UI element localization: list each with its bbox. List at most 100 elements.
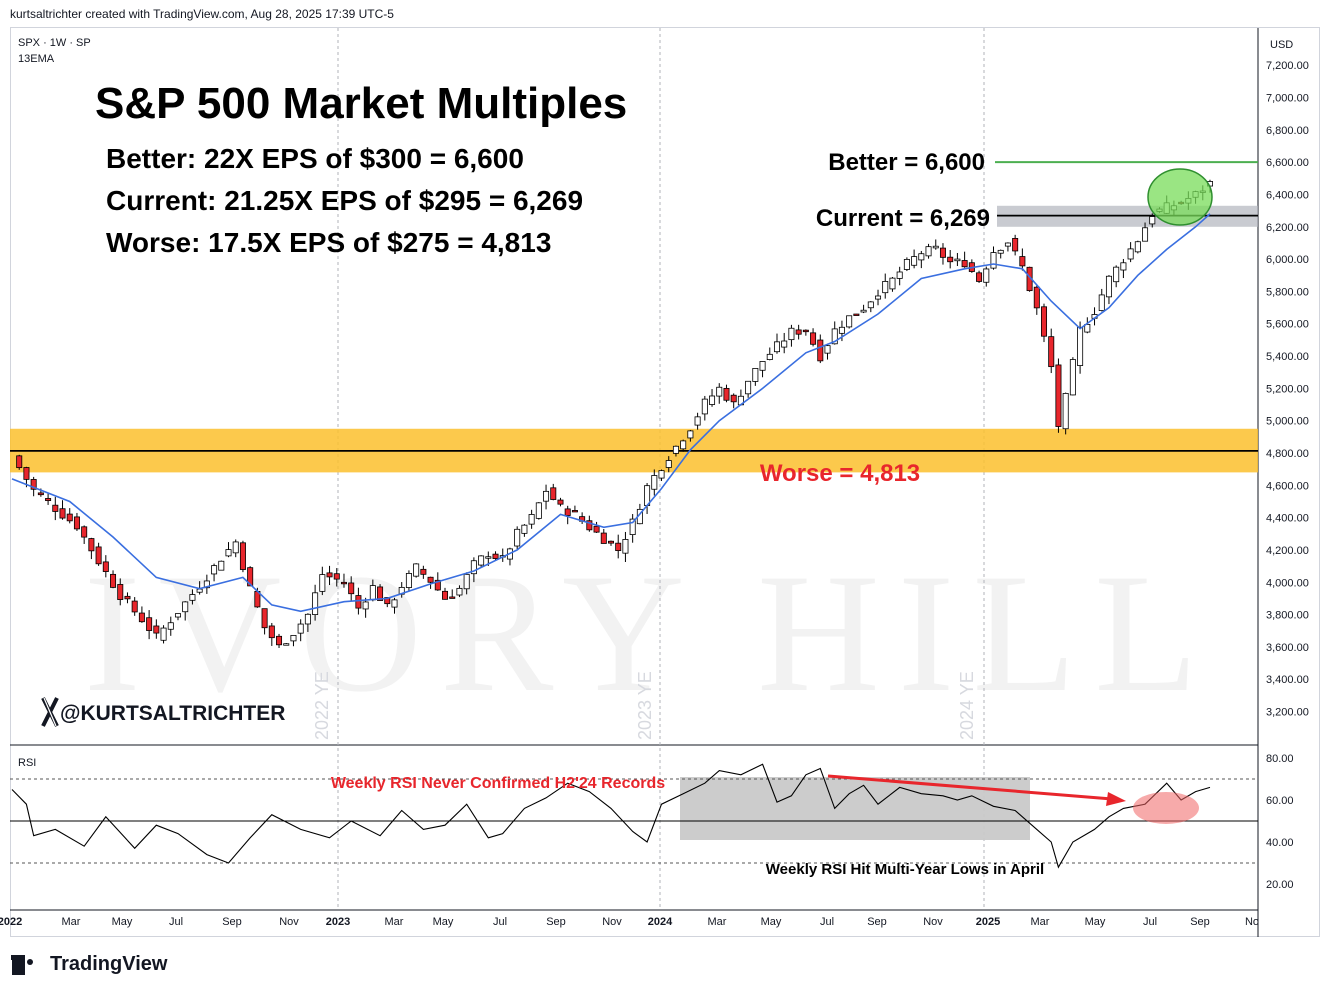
candle: [521, 524, 528, 537]
footer-brand: TradingView: [50, 953, 168, 975]
time-tick-label: 2024: [648, 916, 673, 928]
candle: [1012, 234, 1019, 256]
candle: [218, 560, 225, 571]
candle: [268, 622, 275, 646]
candle: [1062, 392, 1069, 435]
time-tick-label: Sep: [546, 916, 566, 928]
rsi-tick-label: 40.00: [1266, 837, 1294, 849]
candle: [687, 429, 694, 442]
candle: [875, 289, 882, 306]
candle: [680, 439, 687, 452]
x-logo-icon: [41, 697, 59, 727]
candle: [442, 587, 449, 600]
rsi-low-note: Weekly RSI Hit Multi-Year Lows in April: [766, 861, 1044, 878]
candle: [615, 534, 622, 559]
candle: [449, 589, 456, 599]
candle: [211, 563, 218, 582]
price-chart[interactable]: IVORY HILL S&P 500 Market Multiples Bett…: [0, 0, 1330, 940]
time-tick-label: 2022: [0, 916, 22, 928]
candle: [622, 531, 629, 563]
price-tick-label: 3,800.00: [1266, 610, 1309, 622]
candle: [470, 557, 477, 583]
candle: [59, 500, 66, 520]
year-end-2022: 2022 YE: [312, 671, 332, 740]
candle: [52, 496, 59, 521]
price-tick-label: 4,200.00: [1266, 545, 1309, 557]
candle: [889, 276, 896, 292]
candle: [557, 497, 564, 507]
candle: [413, 563, 420, 578]
candle: [752, 368, 759, 386]
candle: [824, 343, 831, 360]
candle: [362, 597, 369, 618]
indicator-line: 13EMA: [18, 53, 55, 65]
candle: [810, 328, 817, 347]
price-tick-label: 7,000.00: [1266, 93, 1309, 105]
candle: [463, 572, 470, 595]
candle: [81, 525, 88, 544]
candle: [290, 634, 297, 647]
candle: [427, 576, 434, 589]
candle: [658, 469, 665, 481]
candle: [146, 610, 153, 640]
candle: [564, 505, 571, 525]
rsi-pane-label: RSI: [18, 757, 36, 769]
candle: [939, 243, 946, 265]
candle: [1098, 288, 1105, 312]
social-handle: @KURTSALTRICHTER: [60, 702, 285, 725]
scenario-worse: Worse: 17.5X EPS of $275 = 4,813: [106, 227, 551, 258]
candle: [954, 252, 961, 267]
candle: [1127, 242, 1134, 263]
candle: [225, 542, 232, 558]
price-axis-ticks: 7,200.00 7,000.00 6,800.00 6,600.00 6,400.00…: [1266, 60, 1309, 718]
candle: [203, 574, 210, 594]
candle: [492, 551, 499, 560]
candle: [1120, 258, 1127, 279]
candle: [788, 324, 795, 347]
candle: [600, 528, 607, 544]
current-label: Current = 6,269: [816, 205, 990, 232]
candle: [1055, 358, 1062, 433]
candle: [745, 380, 752, 398]
candle: [651, 469, 658, 496]
time-tick-label: May: [112, 916, 133, 928]
year-end-2023: 2023 YE: [635, 671, 655, 740]
chart-header: kurtsaltrichter created with TradingView…: [10, 7, 394, 21]
candle: [73, 512, 80, 531]
candle: [694, 412, 701, 430]
candle: [297, 619, 304, 642]
candle: [1019, 248, 1026, 271]
price-tick-label: 4,600.00: [1266, 480, 1309, 492]
better-label: Better = 6,600: [828, 149, 985, 176]
rsi-levels: [10, 778, 1258, 864]
candle: [571, 505, 578, 513]
price-tick-label: 5,800.00: [1266, 286, 1309, 298]
candle: [795, 324, 802, 340]
price-tick-label: 6,600.00: [1266, 157, 1309, 169]
candle: [66, 508, 73, 524]
candle: [766, 347, 773, 361]
rsi-divergence-arrow: [827, 774, 1113, 801]
currency-label: USD: [1270, 39, 1293, 51]
candle: [716, 383, 723, 404]
scenario-current: Current: 21.25X EPS of $295 = 6,269: [106, 185, 583, 216]
time-tick-label: Jul: [169, 916, 183, 928]
candle: [608, 540, 615, 546]
candle: [1048, 328, 1055, 374]
candle: [846, 315, 853, 329]
tradingview-logo-icon: [11, 954, 44, 975]
candle: [153, 619, 160, 639]
candle: [117, 578, 124, 606]
candle: [550, 483, 557, 501]
candle: [514, 526, 521, 549]
candle: [124, 592, 131, 604]
candle: [1084, 317, 1091, 334]
time-tick-label: Jul: [493, 916, 507, 928]
arrow-head-icon: [1106, 792, 1126, 806]
price-tick-label: 5,200.00: [1266, 383, 1309, 395]
candle: [535, 502, 542, 520]
candle: [730, 393, 737, 409]
time-tick-label: 2025: [976, 916, 1000, 928]
candle: [319, 566, 326, 596]
candle: [340, 573, 347, 588]
